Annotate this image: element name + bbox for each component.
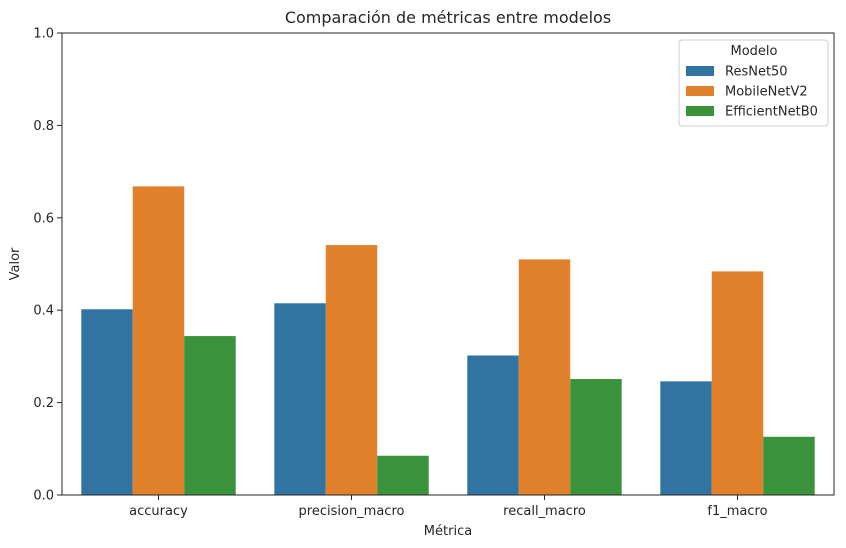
legend-label-resnet50: ResNet50 (725, 65, 788, 80)
bar-mobilenetv2-precision-macro (325, 245, 378, 495)
chart-title: Comparación de métricas entre modelos (285, 8, 611, 27)
legend-items: ResNet50 MobileNetV2 EfficientNetB0 (686, 65, 818, 120)
legend: Modelo ResNet50 MobileNetV2 EfficientNetB0 (678, 39, 829, 127)
x-axis-ticks: accuracy precision_macro recall_macro f1_ma… (129, 495, 768, 519)
bar-efficientnetb0-f1-macro (763, 436, 815, 495)
y-tick-label: 0.2 (33, 396, 54, 411)
bar-mobilenetv2-f1-macro (711, 271, 764, 495)
bar-resnet50-recall-macro (467, 355, 519, 495)
bars-group (81, 186, 815, 495)
legend-title: Modelo (731, 44, 778, 59)
y-tick-label: 1.0 (33, 27, 54, 42)
legend-swatch-mobilenetv2 (686, 86, 714, 96)
x-axis-label: Métrica (424, 524, 472, 539)
legend-box (678, 39, 829, 127)
x-tick-label: precision_macro (299, 504, 405, 519)
bar-efficientnetb0-accuracy (184, 336, 236, 495)
x-tick-label: accuracy (129, 504, 188, 519)
legend-label-mobilenetv2: MobileNetV2 (725, 85, 808, 100)
bar-resnet50-precision-macro (274, 303, 326, 495)
bar-resnet50-f1-macro (660, 381, 712, 495)
legend-swatch-resnet50 (686, 66, 714, 76)
y-tick-label: 0.0 (33, 489, 54, 504)
y-tick-label: 0.8 (33, 119, 54, 134)
legend-swatch-efficientnetb0 (686, 106, 714, 116)
bar-mobilenetv2-recall-macro (518, 259, 571, 495)
y-axis-label: Valor (8, 247, 23, 280)
bar-mobilenetv2-accuracy (132, 186, 185, 495)
y-tick-label: 0.4 (33, 304, 54, 319)
plot-frame (61, 32, 835, 496)
bar-efficientnetb0-recall-macro (570, 379, 622, 495)
x-tick-label: recall_macro (503, 504, 586, 519)
legend-label-efficientnetb0: EfficientNetB0 (725, 105, 818, 120)
bar-resnet50-accuracy (81, 309, 133, 495)
y-axis-ticks: 0.0 0.2 0.4 0.6 0.8 1.0 (33, 27, 62, 504)
bar-efficientnetb0-precision-macro (377, 455, 429, 495)
x-tick-label: f1_macro (707, 504, 767, 519)
y-tick-label: 0.6 (33, 211, 54, 226)
